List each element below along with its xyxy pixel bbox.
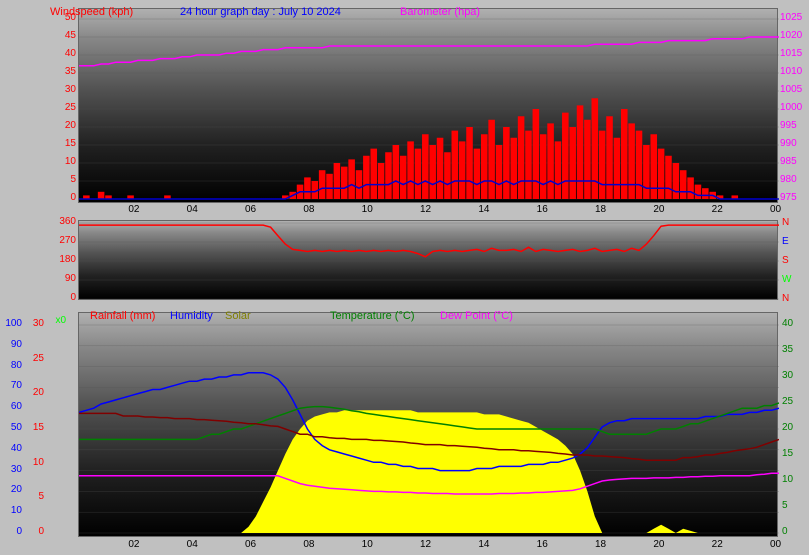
- compass-W: W: [782, 274, 807, 285]
- p1-left-tick: 5: [58, 175, 76, 185]
- p3-left2-tick: 0: [26, 527, 44, 537]
- p1-right-tick: 1020: [780, 31, 808, 41]
- p1-right-tick: 975: [780, 193, 808, 203]
- p1-x-tick: 08: [303, 204, 314, 215]
- p3-x-tick: 04: [187, 539, 198, 550]
- p1-x-tick: 16: [537, 204, 548, 215]
- p3-left-tick: 60: [2, 402, 22, 412]
- p1-left-tick: 15: [58, 139, 76, 149]
- p3-x-tick: 12: [420, 539, 431, 550]
- p1-right-tick: 1005: [780, 85, 808, 95]
- solar-label: Solar: [225, 310, 251, 322]
- p3-x-tick: 14: [478, 539, 489, 550]
- p3-left-tick: 90: [2, 340, 22, 350]
- p3-x-tick: 02: [128, 539, 139, 550]
- dewpoint-label: Dew Point (°C): [440, 310, 513, 322]
- p1-x-tick: 20: [653, 204, 664, 215]
- p1-x-tick: 00: [770, 204, 781, 215]
- p1-left-tick: 50: [58, 13, 76, 23]
- temperature-label: Temperature (°C): [330, 310, 414, 322]
- p1-left-tick: 25: [58, 103, 76, 113]
- compass-E: E: [782, 236, 807, 247]
- p1-x-tick: 04: [187, 204, 198, 215]
- p3-left-tick: 100: [2, 319, 22, 329]
- p1-right-tick: 980: [780, 175, 808, 185]
- p3-x-tick: 10: [362, 539, 373, 550]
- p3-x-tick: 20: [653, 539, 664, 550]
- p3-x-tick: 00: [770, 539, 781, 550]
- p3-left2-tick: 5: [26, 492, 44, 502]
- p1-right-tick: 985: [780, 157, 808, 167]
- p1-x-tick: 02: [128, 204, 139, 215]
- p1-x-tick: 06: [245, 204, 256, 215]
- p3-x-tick: 22: [712, 539, 723, 550]
- p1-right-tick: 995: [780, 121, 808, 131]
- main-weather-chart: [79, 313, 779, 538]
- p1-left-tick: 0: [58, 193, 76, 203]
- p1-right-tick: 1015: [780, 49, 808, 59]
- p3-x-tick: 16: [537, 539, 548, 550]
- p2-left-tick: 0: [54, 293, 76, 303]
- p3-left-label: x0: [48, 316, 66, 326]
- p3-left2-tick: 30: [26, 319, 44, 329]
- p3-left2-tick: 10: [26, 458, 44, 468]
- p3-right-tick: 30: [782, 371, 802, 381]
- p3-x-tick: 06: [245, 539, 256, 550]
- p3-right-tick: 15: [782, 449, 802, 459]
- compass-N: N: [782, 217, 807, 228]
- wind-baro-chart: [79, 9, 779, 204]
- p3-left-tick: 30: [2, 465, 22, 475]
- wind-baro-panel: [78, 8, 778, 203]
- p3-right-tick: 5: [782, 501, 802, 511]
- p1-x-tick: 10: [362, 204, 373, 215]
- title-label: 24 hour graph day : July 10 2024: [180, 6, 341, 18]
- p3-left2-tick: 25: [26, 354, 44, 364]
- p1-left-tick: 30: [58, 85, 76, 95]
- p3-right-tick: 35: [782, 345, 802, 355]
- p2-left-tick: 90: [54, 274, 76, 284]
- p3-right-tick: 40: [782, 319, 802, 329]
- winddir-panel: [78, 220, 778, 300]
- p3-x-tick: 08: [303, 539, 314, 550]
- p1-left-tick: 20: [58, 121, 76, 131]
- p1-left-tick: 45: [58, 31, 76, 41]
- rainfall-label: Rainfall (mm): [90, 310, 155, 322]
- compass-N: N: [782, 293, 807, 304]
- p1-x-tick: 14: [478, 204, 489, 215]
- p1-right-tick: 1025: [780, 13, 808, 23]
- p1-left-tick: 40: [58, 49, 76, 59]
- p1-x-tick: 22: [712, 204, 723, 215]
- compass-S: S: [782, 255, 807, 266]
- p3-left2-tick: 15: [26, 423, 44, 433]
- humidity-label: Humidity: [170, 310, 213, 322]
- p3-right-tick: 25: [782, 397, 802, 407]
- winddir-chart: [79, 221, 779, 301]
- p3-left-tick: 20: [2, 485, 22, 495]
- p3-right-tick: 10: [782, 475, 802, 485]
- p3-left-tick: 40: [2, 444, 22, 454]
- p3-x-tick: 18: [595, 539, 606, 550]
- barometer-label: Barometer (hpa): [400, 6, 480, 18]
- p3-right-tick: 0: [782, 527, 802, 537]
- p3-left-tick: 0: [2, 527, 22, 537]
- p1-x-tick: 18: [595, 204, 606, 215]
- p1-x-tick: 12: [420, 204, 431, 215]
- p1-right-tick: 1010: [780, 67, 808, 77]
- p3-left-tick: 70: [2, 381, 22, 391]
- main-weather-panel: [78, 312, 778, 537]
- p1-left-tick: 10: [58, 157, 76, 167]
- p3-left-tick: 10: [2, 506, 22, 516]
- p1-right-tick: 1000: [780, 103, 808, 113]
- p3-left-tick: 50: [2, 423, 22, 433]
- p3-right-tick: 20: [782, 423, 802, 433]
- p3-left-tick: 80: [2, 361, 22, 371]
- p2-left-tick: 270: [54, 236, 76, 246]
- p1-left-tick: 35: [58, 67, 76, 77]
- p2-left-tick: 180: [54, 255, 76, 265]
- p2-left-tick: 360: [54, 217, 76, 227]
- p1-right-tick: 990: [780, 139, 808, 149]
- p3-left2-tick: 20: [26, 388, 44, 398]
